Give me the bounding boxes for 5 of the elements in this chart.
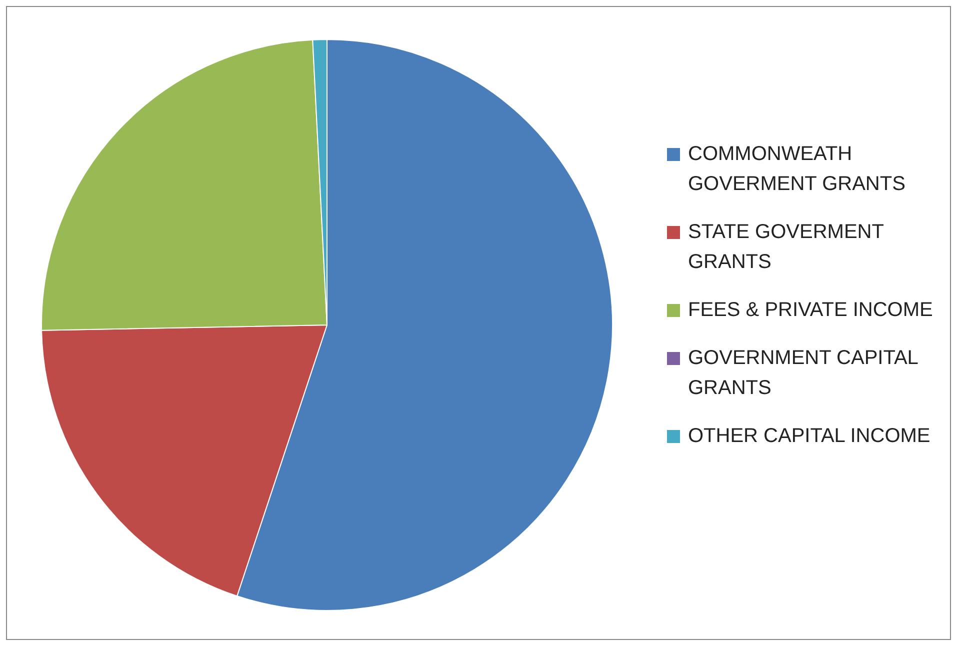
legend-label: STATE GOVERMENT GRANTS <box>688 220 885 275</box>
legend-label: COMMONWEATH GOVERMENT GRANTS <box>688 142 906 197</box>
legend-label: GOVERNMENT CAPITAL GRANTS <box>688 346 919 401</box>
legend-label: OTHER CAPITAL INCOME <box>688 424 930 449</box>
legend-label: FEES & PRIVATE INCOME <box>688 298 933 323</box>
